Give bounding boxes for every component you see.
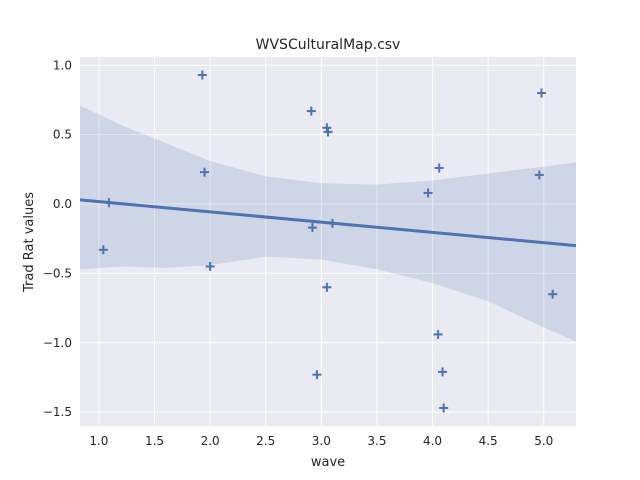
y-tick-label: −1.0	[43, 336, 72, 350]
data-point	[205, 261, 215, 271]
x-axis-label: wave	[311, 455, 345, 470]
plot-area	[80, 57, 576, 426]
y-tick-label: 0.0	[53, 197, 72, 211]
data-point	[312, 370, 322, 380]
data-point	[197, 70, 207, 80]
data-point	[307, 223, 317, 233]
data-point	[438, 367, 448, 377]
data-point	[323, 127, 333, 137]
x-tick-label: 1.0	[89, 434, 108, 448]
data-point	[322, 123, 332, 133]
chart-title: WVSCulturalMap.csv	[256, 37, 401, 53]
data-point	[439, 403, 449, 413]
data-point	[548, 289, 558, 299]
x-tick-label: 4.0	[423, 434, 442, 448]
data-point	[433, 329, 443, 339]
x-tick-label: 2.0	[201, 434, 220, 448]
y-axis-label: Trad Rat values	[22, 192, 37, 293]
data-point	[98, 245, 108, 255]
y-tick-labels: 1.0 0.5 0.0 −0.5 −1.0 −1.5	[43, 58, 72, 419]
x-tick-label: 1.5	[145, 434, 164, 448]
data-point	[327, 218, 337, 228]
data-point	[434, 163, 444, 173]
data-point	[322, 282, 332, 292]
data-point	[306, 106, 316, 116]
data-point	[423, 188, 433, 198]
x-tick-label: 4.5	[479, 434, 498, 448]
x-tick-labels: 1.0 1.5 2.0 2.5 3.0 3.5 4.0 4.5 5.0	[89, 434, 553, 448]
x-tick-label: 5.0	[534, 434, 553, 448]
x-tick-label: 2.5	[256, 434, 275, 448]
data-point	[534, 170, 544, 180]
data-point	[537, 88, 547, 98]
data-points	[98, 70, 558, 413]
x-tick-label: 3.0	[312, 434, 331, 448]
y-tick-label: 1.0	[53, 58, 72, 72]
data-point	[200, 167, 210, 177]
y-tick-label: −1.5	[43, 405, 72, 419]
data-point	[104, 198, 114, 208]
y-tick-label: −0.5	[43, 266, 72, 280]
x-tick-label: 3.5	[367, 434, 386, 448]
y-tick-label: 0.5	[53, 128, 72, 142]
